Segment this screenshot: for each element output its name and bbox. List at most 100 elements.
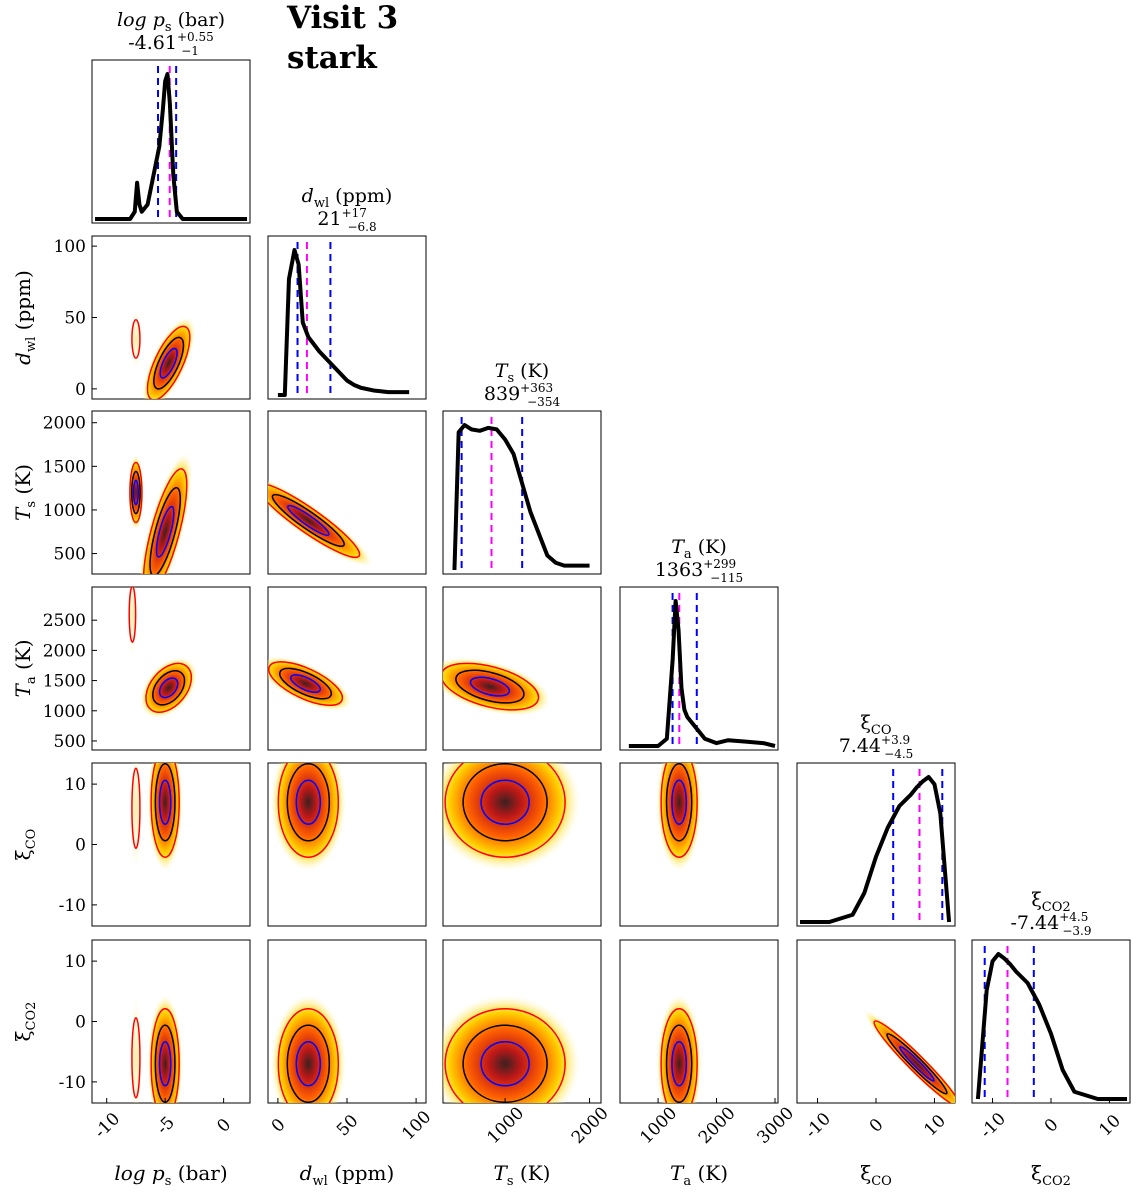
density-panel-xiCO2-vs-logps <box>91 939 251 1104</box>
x-tick-label: 2000 <box>695 1103 740 1148</box>
y-tick-label: 10 <box>64 775 86 795</box>
density-blob <box>270 995 346 1103</box>
x-tick-label: 10 <box>1095 1111 1124 1140</box>
density-layer <box>268 656 352 711</box>
contour-outer <box>444 1008 566 1103</box>
histogram-line <box>277 248 410 397</box>
density-panel-xiCO-vs-dwl <box>267 762 427 927</box>
density-layer <box>443 763 581 871</box>
density-blob <box>138 453 193 574</box>
contour-inner <box>295 779 322 825</box>
density-layer <box>129 308 196 399</box>
y-tick-label: 1500 <box>43 672 86 692</box>
contour-middle <box>130 470 141 515</box>
panel-value-Ts: 839+363 −354 <box>484 381 561 409</box>
contour-outer <box>146 325 191 399</box>
y-tick-label: 2500 <box>43 611 86 631</box>
contour-outer <box>873 1020 955 1103</box>
contour-middle <box>462 763 548 842</box>
y-tick-label: 1000 <box>43 501 86 521</box>
y-tick-label: 500 <box>54 732 86 752</box>
contour-middle <box>153 336 185 390</box>
contour-middle <box>271 493 345 547</box>
contour-outer <box>277 763 340 858</box>
density-blob <box>863 1010 955 1103</box>
density-panel-xiCO-vs-logps <box>91 762 251 927</box>
contour-middle <box>149 486 182 574</box>
x-tick-label: 10 <box>920 1111 949 1140</box>
histogram-line <box>628 599 776 748</box>
contour-inner <box>480 1041 530 1087</box>
panel-title-xiCO: ξCO <box>860 712 891 738</box>
contour-outer <box>268 661 344 707</box>
panel-frame <box>619 586 779 751</box>
histogram-line <box>452 423 590 571</box>
panel-value-Ta: 1363+299 −115 <box>655 557 743 585</box>
y-axis-label-Ts: Ts (K) <box>11 464 39 521</box>
density-panel-xiCO2-vs-xiCO <box>796 939 956 1104</box>
x-axis-label-logps: log ps (bar) <box>114 1161 227 1189</box>
marginal-panel-dwl: dwl (ppm)21+17 −6.8 <box>267 185 427 400</box>
contour-inner <box>287 504 330 536</box>
contour-inner <box>155 505 175 558</box>
contour-outer <box>131 318 141 359</box>
contour-outer <box>128 587 137 643</box>
panel-value-xiCO2: -7.44+4.5 −3.9 <box>1010 910 1091 938</box>
density-layer <box>270 763 346 871</box>
x-axis-label-dwl: dwl (ppm) <box>300 1161 395 1189</box>
contour-inner <box>469 676 511 697</box>
contour-outer <box>131 767 141 850</box>
y-tick-label: 2000 <box>43 641 86 661</box>
contour-outer <box>142 468 188 574</box>
contour-inner <box>158 1041 172 1087</box>
y-axis-label-xiCO2: ξCO2 <box>11 1002 39 1042</box>
panel-title-Ts: Ts (K) <box>495 360 549 386</box>
contour-outer <box>150 1008 180 1103</box>
x-tick-label: 0 <box>866 1115 888 1137</box>
x-tick-label: -10 <box>801 1109 835 1143</box>
x-tick-label: 1000 <box>483 1103 528 1148</box>
panel-title-Ta: Ta (K) <box>671 536 727 562</box>
panel-title-xiCO2: ξCO2 <box>1031 889 1070 915</box>
y-axis-label-Ta: Ta (K) <box>11 639 39 697</box>
visit-title: Visit 3 <box>286 0 398 36</box>
contour-middle <box>665 763 693 842</box>
contour-outer <box>660 763 698 858</box>
panel-frame <box>796 762 956 927</box>
contour-outer <box>131 1016 141 1099</box>
density-blob <box>443 763 581 871</box>
density-blob <box>656 763 702 871</box>
density-layer <box>656 763 702 871</box>
y-tick-label: 50 <box>64 309 86 329</box>
density-panel-Ta-vs-Ts <box>442 586 602 751</box>
contour-middle <box>152 670 186 706</box>
density-panel-xiCO2-vs-dwl <box>267 939 427 1104</box>
density-blob <box>128 455 144 530</box>
y-tick-label: 100 <box>54 237 86 257</box>
density-layer <box>128 453 193 574</box>
contour-inner <box>295 1041 322 1087</box>
density-blob <box>268 474 373 567</box>
marginal-panel-Ts: Ts (K)839+363 −354 <box>442 360 602 575</box>
density-layer <box>129 763 183 871</box>
contour-inner <box>158 779 172 825</box>
density-layer <box>270 995 346 1103</box>
density-panel-Ts-vs-dwl <box>267 410 427 575</box>
density-layer <box>656 995 702 1103</box>
density-layer <box>127 587 198 719</box>
contour-outer <box>444 763 566 858</box>
density-panel-Ta-vs-logps <box>91 586 251 751</box>
x-tick-label: 0 <box>268 1115 290 1137</box>
x-tick-label: 50 <box>333 1111 362 1140</box>
x-tick-label: 0 <box>213 1115 235 1137</box>
contour-inner <box>158 677 179 699</box>
density-panel-xiCO2-vs-Ts <box>442 939 602 1104</box>
y-tick-label: -10 <box>59 896 86 916</box>
y-tick-label: 500 <box>54 545 86 565</box>
x-axis-label-Ta: Ta (K) <box>670 1161 728 1189</box>
contour-inner <box>671 779 688 825</box>
density-blob <box>147 763 183 871</box>
density-blob <box>443 657 551 716</box>
y-tick-label: 0 <box>75 836 86 856</box>
contour-middle <box>286 1024 331 1103</box>
